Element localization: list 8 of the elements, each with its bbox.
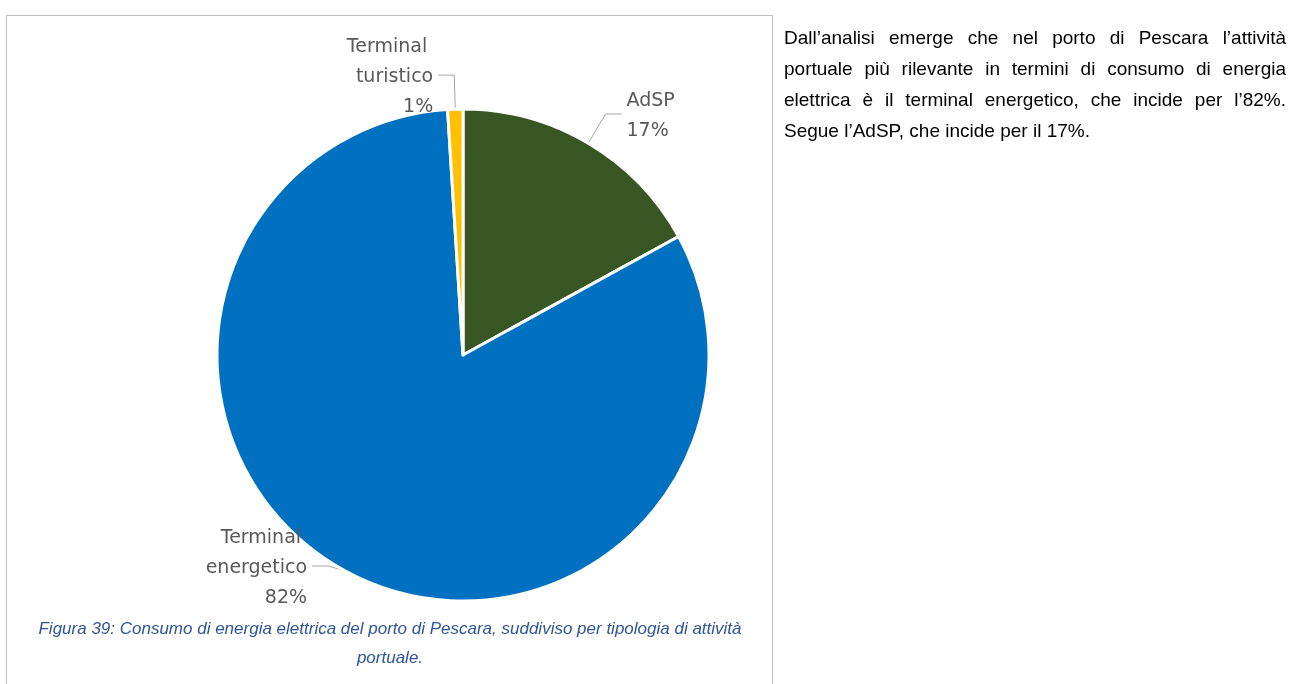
text: Dall’analisi emerge che nel porto di Pescara l’attività portuale più rilevante in termini di consumo di energia elettrica è il terminal energetico, che incide per l’82%. Segue l’AdSP, che incide per il 17%. — [784, 26, 1286, 143]
data-label: 17% — [626, 117, 669, 140]
slice-label: AdSP — [626, 87, 675, 110]
slice-label: Terminal energetico — [205, 525, 308, 577]
data-label: 1% — [403, 94, 434, 117]
slice-label: Terminal turistico — [345, 34, 434, 87]
text: Figura 39: Consumo di energia elettrica del porto di Pescara, suddiviso per tipologia di attività portuale. — [37, 618, 743, 669]
data-label: 82% — [264, 585, 308, 607]
